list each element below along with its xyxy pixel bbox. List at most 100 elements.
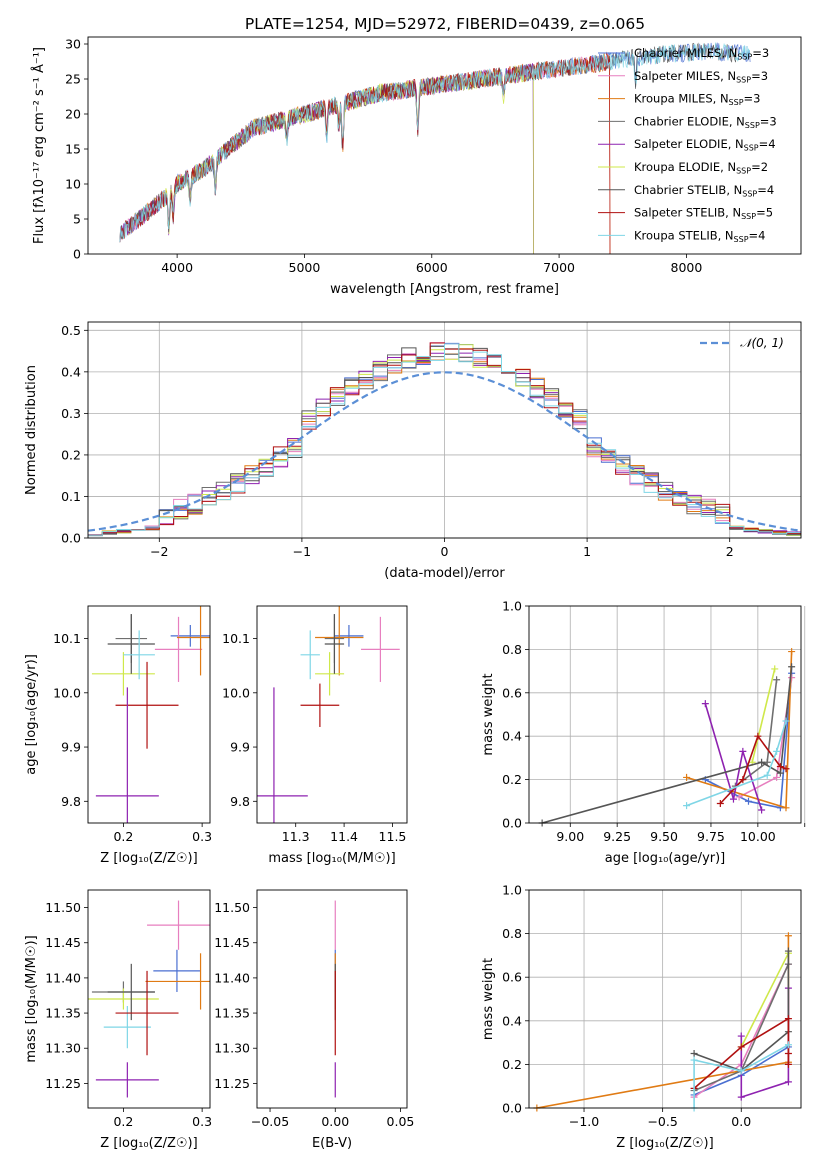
y-tick-label: 1.0 bbox=[502, 883, 522, 898]
legend-label-text: Kroupa MILES, N bbox=[634, 92, 729, 106]
x-tick-label: 0.0 bbox=[731, 1114, 751, 1129]
x-tick-label: 6000 bbox=[416, 260, 448, 275]
y-tick-label: 11.45 bbox=[214, 935, 250, 950]
legend-label-tail: =5 bbox=[756, 206, 773, 220]
x-axis-label: Z [log₁₀(Z/Z☉)] bbox=[100, 851, 197, 866]
y-tick-label: 0.6 bbox=[502, 685, 522, 700]
legend-label-sub: SSP bbox=[745, 121, 760, 130]
legend-label-text: Chabrier ELODIE, N bbox=[634, 114, 745, 128]
salpeter-stelib-marker bbox=[784, 1060, 792, 1068]
legend-label-tail: =4 bbox=[759, 137, 776, 151]
kroupa-stelib-marker bbox=[737, 1067, 745, 1075]
y-tick-label: 11.50 bbox=[214, 900, 250, 915]
y-tick-label: 10.1 bbox=[222, 631, 250, 646]
residuals-panel: −2 −1 0 1 2 0.0 0.1 0.2 0.3 0.4 0.5 (data-model)/er… bbox=[24, 321, 802, 581]
y-tick-label: 9.8 bbox=[230, 794, 250, 809]
y-tick-label: 0.0 bbox=[502, 1101, 522, 1116]
legend-label-tail: =3 bbox=[760, 114, 777, 128]
legend-label-tail: =4 bbox=[749, 228, 766, 242]
mass-vs-Z-panel: 0.2 0.3 11.25 11.30 11.35 11.40 11.45 11.50 Z [l… bbox=[24, 889, 212, 1151]
y-tick-label: 0.8 bbox=[502, 642, 522, 657]
legend-label-chabrier-elodie: Chabrier ELODIE, NSSP=3 bbox=[634, 114, 777, 129]
legend-label-chabrier-stelib: Chabrier STELIB, NSSP=4 bbox=[634, 183, 774, 199]
y-tick-label: 0.4 bbox=[61, 364, 81, 379]
chabrier-stelib-histogram bbox=[88, 345, 801, 536]
chabrier-stelib-marker bbox=[788, 663, 796, 671]
y-tick-label: 10.1 bbox=[53, 631, 81, 646]
salpeter-elodie-marker bbox=[739, 747, 747, 755]
x-tick-label: 2 bbox=[726, 544, 734, 559]
legend-label-text: Chabrier MILES, N bbox=[634, 46, 737, 60]
legend-label-text: Kroupa STELIB, N bbox=[634, 228, 734, 242]
x-tick-label: 0.00 bbox=[321, 1114, 349, 1129]
legend-label-tail: =3 bbox=[744, 92, 761, 106]
age-vs-Z-panel: 0.2 0.3 9.8 9.9 10.0 10.1 Z [log₁₀(Z/Z☉)] age [… bbox=[24, 605, 212, 866]
y-tick-label: 11.40 bbox=[45, 970, 81, 985]
salpeter-elodie-marker bbox=[758, 806, 766, 814]
legend-label-text: Kroupa ELODIE, N bbox=[634, 160, 736, 174]
kroupa-miles-spectrum-line bbox=[119, 53, 611, 254]
legend-label-chabrier-miles: Chabrier MILES, NSSP=3 bbox=[634, 46, 769, 62]
legend-label-kroupa-elodie: Kroupa ELODIE, NSSP=2 bbox=[634, 160, 768, 176]
x-tick-label: −2 bbox=[150, 544, 168, 559]
x-tick-label: 11.5 bbox=[379, 829, 407, 844]
y-tick-label: 11.25 bbox=[214, 1076, 250, 1091]
salpeter-miles-marker bbox=[735, 793, 743, 801]
salpeter-stelib-spectrum-line bbox=[119, 51, 611, 254]
plot-frame bbox=[528, 605, 802, 824]
salpeter-stelib-marker bbox=[784, 1015, 792, 1023]
y-tick-label: 0.2 bbox=[502, 772, 522, 787]
legend-label-sub: SSP bbox=[742, 189, 757, 198]
legend-label-tail: =3 bbox=[752, 46, 769, 60]
salpeter-stelib-marker bbox=[737, 1043, 745, 1051]
weight-vs-age-panel: 9.00 9.25 9.50 9.75 10.00 0.0 0.2 0.4 0.6 0.8 1.0 a… bbox=[481, 599, 806, 866]
salpeter-stelib-marker bbox=[716, 799, 724, 807]
y-tick-label: 0.0 bbox=[502, 816, 522, 831]
salpeter-elodie-marker bbox=[737, 1032, 745, 1040]
x-axis-label: (data-model)/error bbox=[384, 566, 505, 581]
x-tick-label: 10.00 bbox=[740, 829, 776, 844]
legend-label-sub: SSP bbox=[734, 235, 749, 244]
y-tick-label: 30 bbox=[65, 37, 81, 52]
legend-label-sub: SSP bbox=[744, 144, 759, 153]
weight-vs-Z-panel: −1.0 −0.5 0.0 0.0 0.2 0.4 0.6 0.8 1.0 Z [log₁₀(Z/… bbox=[481, 883, 802, 1151]
salpeter-elodie-histogram bbox=[88, 343, 801, 536]
salpeter-elodie-marker bbox=[701, 700, 709, 708]
y-tick-label: 0.5 bbox=[61, 323, 81, 338]
x-tick-label: 0 bbox=[441, 544, 449, 559]
legend-label-sub: SSP bbox=[741, 212, 756, 221]
legend-label-tail: =2 bbox=[751, 160, 768, 174]
plot-frame bbox=[256, 605, 408, 824]
x-tick-label: −0.05 bbox=[251, 1114, 289, 1129]
y-axis-label: age [log₁₀(age/yr)] bbox=[24, 654, 39, 775]
legend-label-tail: =3 bbox=[751, 69, 768, 83]
x-tick-label: 9.75 bbox=[697, 829, 725, 844]
y-tick-label: 10.0 bbox=[53, 685, 81, 700]
kroupa-stelib-marker bbox=[784, 1041, 792, 1049]
kroupa-stelib-marker bbox=[773, 747, 781, 755]
y-tick-label: 10.0 bbox=[222, 685, 250, 700]
kroupa-stelib-marker bbox=[683, 802, 691, 810]
chabrier-elodie-histogram bbox=[88, 348, 801, 536]
y-tick-label: 11.30 bbox=[45, 1041, 81, 1056]
legend-label-salpeter-stelib: Salpeter STELIB, NSSP=5 bbox=[634, 206, 773, 222]
legend-label-sub: SSP bbox=[729, 98, 744, 107]
x-tick-label: 0.2 bbox=[113, 829, 133, 844]
y-tick-label: 0.4 bbox=[502, 1013, 522, 1028]
plot-frame bbox=[256, 889, 408, 1109]
x-axis-label: age [log₁₀(age/yr)] bbox=[605, 851, 726, 866]
legend-label-tail: =4 bbox=[757, 183, 774, 197]
y-tick-label: 0.0 bbox=[61, 531, 81, 546]
x-tick-label: 9.25 bbox=[603, 829, 631, 844]
normal-curve bbox=[88, 371, 801, 532]
plot-frame bbox=[87, 889, 211, 1109]
chabrier-stelib-marker bbox=[776, 769, 784, 777]
legend-label-kroupa-stelib: Kroupa STELIB, NSSP=4 bbox=[634, 228, 765, 244]
y-tick-label: 0.4 bbox=[502, 729, 522, 744]
x-axis-label: Z [log₁₀(Z/Z☉)] bbox=[616, 1136, 713, 1151]
legend-label-sub: SSP bbox=[736, 167, 751, 176]
x-tick-label: 0.3 bbox=[192, 829, 212, 844]
chabrier-elodie-marker bbox=[773, 676, 781, 684]
